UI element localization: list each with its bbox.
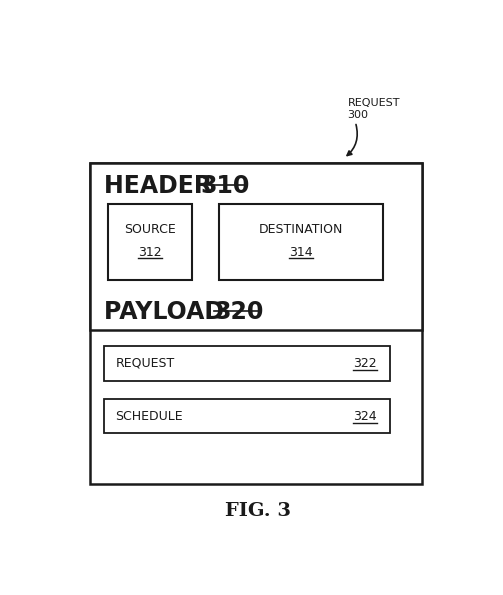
Text: REQUEST: REQUEST	[116, 357, 175, 370]
Text: 322: 322	[353, 357, 377, 370]
Text: REQUEST
300: REQUEST 300	[348, 98, 400, 120]
Bar	[90, 163, 422, 330]
Bar	[108, 204, 192, 280]
Bar	[104, 346, 390, 381]
Text: FIG. 3: FIG. 3	[225, 502, 291, 520]
Text: HEADER: HEADER	[104, 174, 220, 199]
Text: 310: 310	[201, 174, 250, 199]
Text: SOURCE: SOURCE	[124, 223, 176, 236]
Text: DESTINATION: DESTINATION	[259, 223, 343, 236]
Text: 324: 324	[353, 410, 377, 422]
Text: PAYLOAD: PAYLOAD	[104, 300, 232, 324]
Bar	[90, 163, 422, 484]
Text: 314: 314	[289, 246, 312, 259]
Text: SCHEDULE: SCHEDULE	[116, 410, 183, 422]
Text: 320: 320	[214, 300, 264, 324]
Bar	[219, 204, 383, 280]
Text: 312: 312	[138, 246, 161, 259]
Bar	[104, 399, 390, 433]
